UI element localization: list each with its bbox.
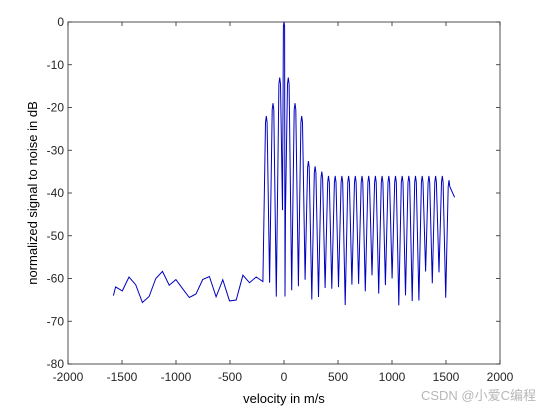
y-tick-label: 0	[57, 15, 64, 29]
x-tick-label: -500	[218, 370, 242, 384]
y-tick-label: -20	[47, 101, 65, 115]
y-tick-label: -30	[47, 143, 65, 157]
x-tick-label: 500	[328, 370, 348, 384]
y-tick-label: -10	[47, 58, 65, 72]
series-line	[112, 21, 456, 306]
x-tick-label: -1500	[107, 370, 138, 384]
x-tick-label: -2000	[53, 370, 84, 384]
y-tick-label: -50	[47, 229, 65, 243]
x-tick-label: -1000	[161, 370, 192, 384]
tick-labels: -2000 -1500 -1000 -500 0 500 1000 1500 2000 0 -10 -…	[47, 15, 514, 384]
x-tick-label: 1500	[433, 370, 460, 384]
y-tick-label: -60	[47, 272, 65, 286]
x-tick-label: 2000	[487, 370, 514, 384]
plot-area	[67, 21, 501, 365]
x-tick-label: 0	[281, 370, 288, 384]
y-axis-label: normalized signal to noise in dB	[25, 101, 40, 285]
watermark-text: CSDN @小爱C编程	[421, 388, 536, 403]
y-tick-label: -70	[47, 314, 65, 328]
y-tick-label: -40	[47, 186, 65, 200]
x-tick-label: 1000	[379, 370, 406, 384]
x-axis-label: velocity in m/s	[243, 391, 325, 406]
y-tick-label: -80	[47, 357, 65, 371]
